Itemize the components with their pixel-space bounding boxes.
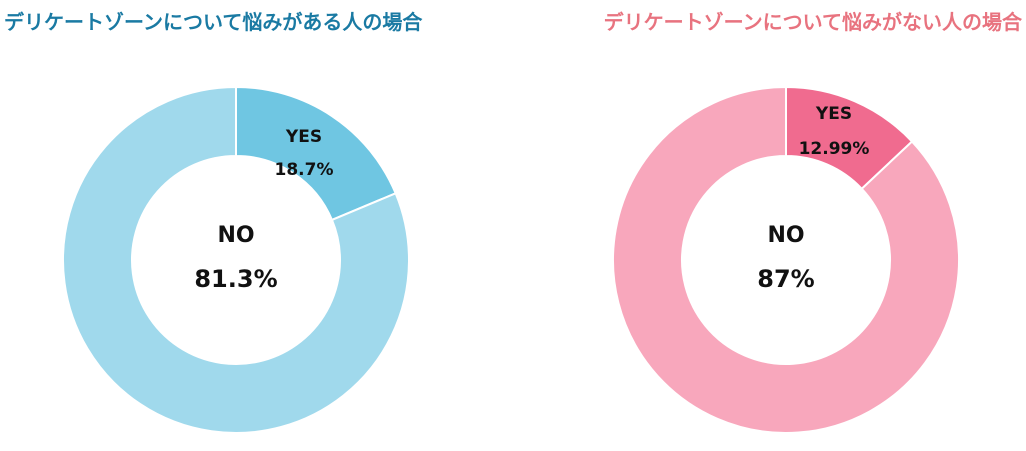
chart-title-left: デリケートゾーンについて悩みがある人の場合 <box>4 10 423 34</box>
yes-category-label: YES <box>285 127 322 147</box>
donut-slice-yes <box>235 85 397 222</box>
chart-title-right: デリケートゾーンについて悩みがない人の場合 <box>603 10 1022 34</box>
donut-chart-right: YES 12.99% NO 87% <box>612 85 961 434</box>
no-category-label: NO <box>767 223 804 248</box>
no-value-label: 87% <box>757 265 814 293</box>
yes-value-label: 12.99% <box>799 139 870 159</box>
yes-category-label: YES <box>815 104 852 124</box>
yes-value-label: 18.7% <box>275 160 334 180</box>
donut-slice-no <box>62 85 410 434</box>
donut-chart-left: YES 18.7% NO 81.3% <box>62 85 410 434</box>
no-category-label: NO <box>217 223 254 248</box>
donut-slice-no <box>612 85 961 434</box>
no-value-label: 81.3% <box>194 265 277 293</box>
